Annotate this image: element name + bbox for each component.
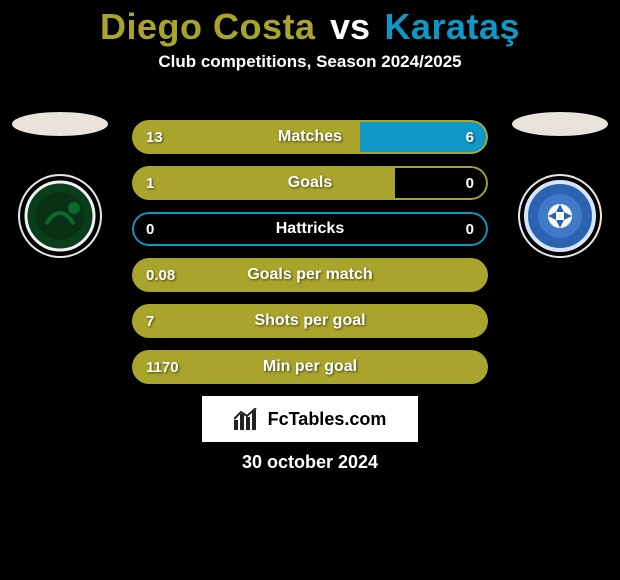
stat-row: 13Matches6: [132, 120, 488, 154]
vs-label: vs: [330, 6, 370, 47]
stat-label: Min per goal: [132, 350, 488, 384]
left-club-badge: [18, 174, 102, 258]
right-club-col: [500, 112, 620, 258]
stat-row: 1170Min per goal: [132, 350, 488, 384]
left-club-col: [0, 112, 120, 258]
stat-row: 0.08Goals per match: [132, 258, 488, 292]
comparison-card: Diego Costa vs Karataş Club competitions…: [0, 0, 620, 580]
brand-text: FcTables.com: [268, 409, 387, 430]
left-club-crest-icon: [24, 180, 96, 252]
stat-value-right: 0: [466, 166, 474, 200]
stat-label: Goals: [132, 166, 488, 200]
stat-row: 1Goals0: [132, 166, 488, 200]
brand-box: FcTables.com: [202, 396, 418, 442]
bars-area: 13Matches61Goals00Hattricks00.08Goals pe…: [132, 120, 488, 396]
player1-name: Diego Costa: [100, 6, 316, 47]
stat-row: 7Shots per goal: [132, 304, 488, 338]
title-row: Diego Costa vs Karataş: [0, 0, 620, 48]
right-club-badge: [518, 174, 602, 258]
brand-bars-icon: [234, 408, 260, 430]
subtitle: Club competitions, Season 2024/2025: [0, 52, 620, 72]
stat-label: Shots per goal: [132, 304, 488, 338]
stat-label: Goals per match: [132, 258, 488, 292]
date-label: 30 october 2024: [0, 452, 620, 473]
stat-value-right: 6: [466, 120, 474, 154]
left-ellipse: [12, 112, 108, 136]
player2-name: Karataş: [384, 6, 520, 47]
stat-row: 0Hattricks0: [132, 212, 488, 246]
stat-value-right: 0: [466, 212, 474, 246]
right-ellipse: [512, 112, 608, 136]
stat-label: Hattricks: [132, 212, 488, 246]
right-club-crest-icon: [524, 180, 596, 252]
stat-label: Matches: [132, 120, 488, 154]
